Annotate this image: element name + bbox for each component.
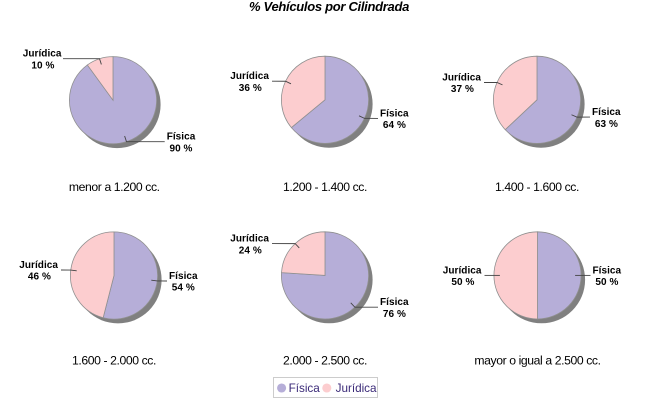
svg-text:Física: Física bbox=[169, 271, 198, 282]
svg-text:menor a 1.200 cc.: menor a 1.200 cc. bbox=[69, 180, 160, 194]
svg-text:Física: Física bbox=[593, 265, 622, 276]
svg-text:Jurídica: Jurídica bbox=[443, 265, 482, 276]
svg-text:1.600 - 2.000 cc.: 1.600 - 2.000 cc. bbox=[72, 354, 156, 368]
svg-text:Jurídica: Jurídica bbox=[336, 382, 377, 395]
svg-text:10 %: 10 % bbox=[31, 60, 54, 71]
svg-text:36 %: 36 % bbox=[239, 83, 262, 94]
svg-text:% Vehículos por Cilindrada: % Vehículos por Cilindrada bbox=[249, 0, 409, 14]
svg-text:Física: Física bbox=[592, 107, 621, 118]
svg-text:54 %: 54 % bbox=[172, 283, 195, 294]
svg-text:24 %: 24 % bbox=[239, 245, 262, 256]
svg-text:Jurídica: Jurídica bbox=[442, 72, 481, 83]
svg-text:37 %: 37 % bbox=[451, 84, 474, 95]
svg-text:Física: Física bbox=[167, 132, 196, 143]
svg-text:Jurídica: Jurídica bbox=[23, 49, 62, 60]
svg-text:46 %: 46 % bbox=[28, 272, 51, 283]
svg-text:Jurídica: Jurídica bbox=[19, 260, 58, 271]
svg-text:mayor o igual a 2.500 cc.: mayor o igual a 2.500 cc. bbox=[474, 354, 600, 368]
svg-text:Física: Física bbox=[380, 297, 409, 308]
svg-text:Jurídica: Jurídica bbox=[230, 234, 269, 245]
svg-text:50 %: 50 % bbox=[595, 277, 618, 288]
svg-text:1.200 - 1.400 cc.: 1.200 - 1.400 cc. bbox=[283, 180, 367, 194]
svg-text:1.400 - 1.600 cc.: 1.400 - 1.600 cc. bbox=[495, 180, 579, 194]
svg-text:Física: Física bbox=[289, 382, 321, 395]
svg-text:50 %: 50 % bbox=[451, 277, 474, 288]
svg-text:2.000 - 2.500 cc.: 2.000 - 2.500 cc. bbox=[283, 354, 367, 368]
svg-text:63 %: 63 % bbox=[595, 119, 618, 130]
svg-text:Física: Física bbox=[380, 108, 409, 119]
svg-text:Jurídica: Jurídica bbox=[230, 71, 269, 82]
svg-text:64 %: 64 % bbox=[383, 120, 406, 131]
svg-text:76 %: 76 % bbox=[383, 309, 406, 320]
svg-text:90 %: 90 % bbox=[170, 143, 193, 154]
